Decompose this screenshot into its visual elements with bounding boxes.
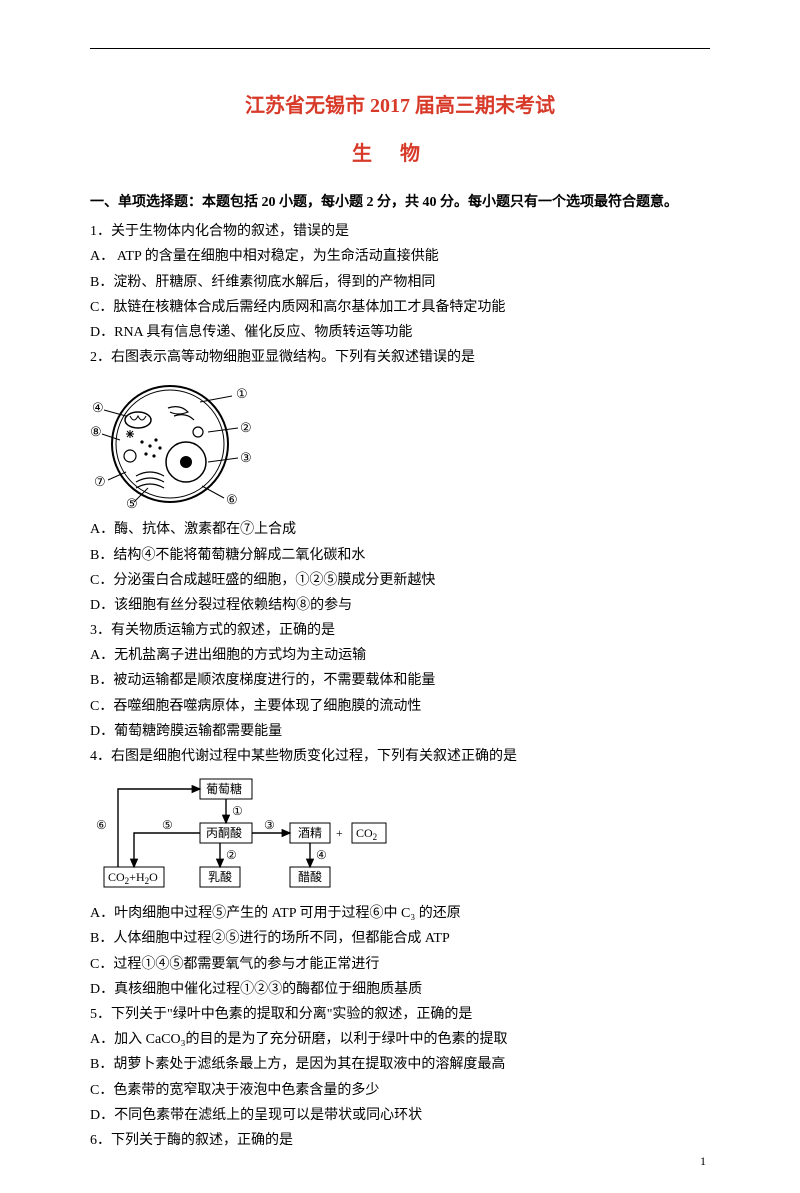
arrow-1: ① xyxy=(232,804,243,818)
question-4-stem: 4．右图是细胞代谢过程中某些物质变化过程，下列有关叙述正确的是 xyxy=(90,744,710,769)
q1-option-c: C．肽链在核糖体合成后需经内质网和高尔基体加工才具备特定功能 xyxy=(90,295,710,320)
box-lactate: 乳酸 xyxy=(208,869,232,884)
page-number: 1 xyxy=(700,1151,706,1173)
q5-option-c: C．色素带的宽窄取决于液泡中色素含量的多少 xyxy=(90,1078,710,1103)
q1-option-b: B．淀粉、肝糖原、纤维素彻底水解后，得到的产物相同 xyxy=(90,270,710,295)
q5-option-d: D．不同色素带在滤纸上的呈现可以是带状或同心环状 xyxy=(90,1103,710,1128)
cell-label-7: ⑦ xyxy=(94,474,106,489)
box-glucose: 葡萄糖 xyxy=(206,781,242,796)
cell-label-6: ⑥ xyxy=(226,492,238,507)
box-alcohol: 酒精 xyxy=(298,826,322,840)
question-1-stem: 1．关于生物体内化合物的叙述，错误的是 xyxy=(90,219,710,244)
exam-title-main: 江苏省无锡市 2017 届高三期末考试 xyxy=(90,88,710,124)
arrow-3: ③ xyxy=(264,818,275,832)
q3-option-d: D．葡萄糖跨膜运输都需要能量 xyxy=(90,719,710,744)
cell-label-8: ⑧ xyxy=(90,424,102,439)
box-co2: CO2 xyxy=(356,826,377,842)
q3-option-b: B．被动运输都是顺浓度梯度进行的，不需要载体和能量 xyxy=(90,668,710,693)
q2-option-a: A．酶、抗体、激素都在⑦上合成 xyxy=(90,517,710,542)
top-rule xyxy=(90,48,710,49)
question-3-stem: 3．有关物质运输方式的叙述，正确的是 xyxy=(90,618,710,643)
section-heading: 一、单项选择题：本题包括 20 小题，每小题 2 分，共 40 分。每小题只有一… xyxy=(90,190,710,215)
plus-sign: + xyxy=(336,826,343,840)
q2-option-d: D．该细胞有丝分裂过程依赖结构⑧的参与 xyxy=(90,593,710,618)
question-5-stem: 5．下列关于"绿叶中色素的提取和分离"实验的叙述，正确的是 xyxy=(90,1002,710,1027)
q3-option-a: A．无机盐离子进出细胞的方式均为主动运输 xyxy=(90,643,710,668)
q5-option-b: B．胡萝卜素处于滤纸条最上方，是因为其在提取液中的溶解度最高 xyxy=(90,1052,710,1077)
cell-diagram: ① ② ③ ④ ⑤ ⑥ ⑦ ⑧ xyxy=(90,376,710,511)
arrow-5: ⑤ xyxy=(162,818,173,832)
q4-option-a: A．叶肉细胞中过程⑤产生的 ATP 可用于过程⑥中 C₃ 的还原 xyxy=(90,901,710,926)
cell-label-4: ④ xyxy=(92,400,104,415)
box-pyruvate: 丙酮酸 xyxy=(206,825,242,840)
q4-option-c: C．过程①④⑤都需要氧气的参与才能正常进行 xyxy=(90,952,710,977)
arrow-4: ④ xyxy=(316,848,327,862)
q4-option-b: B．人体细胞中过程②⑤进行的场所不同，但都能合成 ATP xyxy=(90,926,710,951)
q2-option-c: C．分泌蛋白合成越旺盛的细胞，①②⑤膜成分更新越快 xyxy=(90,568,710,593)
box-vinegar: 醋酸 xyxy=(298,869,322,884)
q1-option-d: D．RNA 具有信息传递、催化反应、物质转运等功能 xyxy=(90,320,710,345)
cell-label-5: ⑤ xyxy=(126,496,138,511)
q4-option-d: D．真核细胞中催化过程①②③的酶都位于细胞质基质 xyxy=(90,977,710,1002)
cell-label-2: ② xyxy=(240,420,252,435)
arrow-6: ⑥ xyxy=(96,818,107,832)
metabolism-flowchart: 葡萄糖 丙酮酸 酒精 CO2 + 乳酸 醋酸 CO2+H2O ① ③ ② ④ ⑤… xyxy=(90,775,710,895)
exam-title-subject: 生物 xyxy=(90,136,710,172)
cell-label-3: ③ xyxy=(240,450,252,465)
q1-option-a: A． ATP 的含量在细胞中相对稳定，为生命活动直接供能 xyxy=(90,244,710,269)
q3-option-c: C．吞噬细胞吞噬病原体，主要体现了细胞膜的流动性 xyxy=(90,694,710,719)
q5-option-a: A．加入 CaCO₃的目的是为了充分研磨，以利于绿叶中的色素的提取 xyxy=(90,1027,710,1052)
arrow-2: ② xyxy=(226,848,237,862)
q2-option-b: B．结构④不能将葡萄糖分解成二氧化碳和水 xyxy=(90,543,710,568)
cell-label-1: ① xyxy=(236,386,248,401)
box-co2h2o: CO2+H2O xyxy=(108,870,158,886)
question-2-stem: 2．右图表示高等动物细胞亚显微结构。下列有关叙述错误的是 xyxy=(90,345,710,370)
